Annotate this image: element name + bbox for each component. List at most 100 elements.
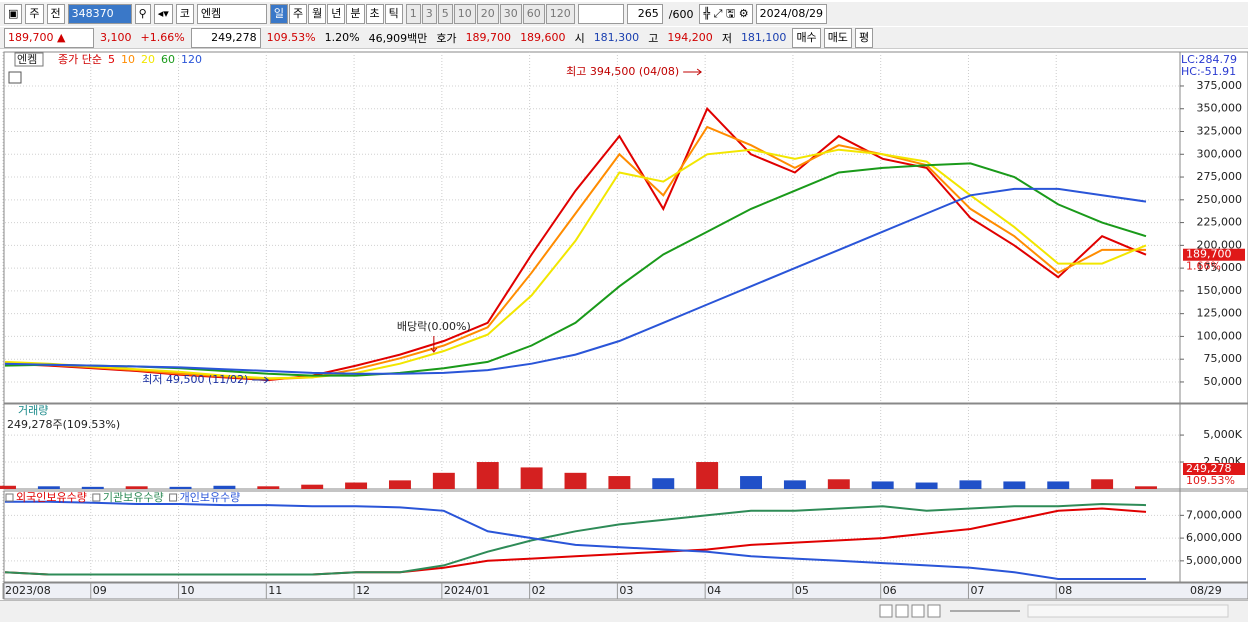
period-button[interactable]: 일 [269,4,289,24]
x-tick-label: 2023/08 [5,584,51,597]
y-tick-label: 225,000 [1197,216,1243,229]
volume-bar [608,476,631,489]
series-line [4,187,1147,375]
interval-button[interactable]: 10 [453,4,476,24]
x-tick-label: 07 [970,584,984,597]
volume-bar [827,479,850,489]
y-tick-label: 5,000K [1203,428,1242,441]
volume-bar [257,486,280,489]
interval-button[interactable]: 120 [545,4,575,24]
annotation-arrow [683,68,702,76]
series-line [4,125,1146,381]
avg-button[interactable]: 평 [854,27,874,48]
legend-entry: 외국인보유수량 [16,491,87,504]
period-button[interactable]: 월 [308,4,327,24]
buy-button[interactable]: 매수 [792,27,821,48]
menu-icon[interactable]: ▣ [4,4,23,24]
date-input[interactable]: 2024/08/29 [755,4,828,24]
y-tick-label: 50,000 [1204,375,1243,388]
scroll-button[interactable] [879,604,893,618]
period-button[interactable]: 년 [327,4,346,24]
high-label: 고 [648,31,659,45]
interval-button[interactable]: 3 [421,4,437,24]
scroll-button[interactable] [895,604,909,618]
x-tick-label: 06 [883,584,897,597]
tool-icons[interactable] [1027,604,1229,618]
chart-tools[interactable]: ╬ ⤢ 🖫 ⚙ [699,4,753,24]
legend-entry: 개인보유수량 [180,491,241,504]
y-tick-label: 325,000 [1197,125,1243,138]
x-tick-label: 04 [707,584,721,597]
x-axis-strip [3,582,1248,600]
period-button[interactable]: 초 [365,4,384,24]
volume-bar [388,480,411,489]
volume-bar [169,486,192,489]
ask: 189,700 [465,31,512,44]
annotation: 최고 394,500 (04/08) [566,65,679,78]
legend-box [92,493,101,502]
market-select[interactable]: 주 [25,4,44,24]
bottom-toolbar [0,600,1248,622]
interval-input[interactable] [577,4,624,24]
last-rate-label: 109.53% [1186,474,1235,487]
period-button[interactable]: 주 [289,4,308,24]
volume-bar [37,486,60,489]
y-tick-label: 250,000 [1197,193,1243,206]
count-max: /600 [668,7,694,21]
interval-button[interactable]: 20 [476,4,499,24]
volume-bar [1047,481,1070,489]
x-tick-label: 03 [619,584,633,597]
volume: 249,278 [190,27,261,48]
low: 181,100 [740,31,787,44]
prev-button[interactable]: 전 [46,4,65,24]
count-input[interactable]: 265 [626,4,663,24]
period-button[interactable]: 분 [346,4,365,24]
y-tick-label: 5,000,000 [1186,554,1242,567]
y-tick-label: 175,000 [1197,261,1243,274]
search-icon[interactable]: ⚲ [134,4,151,24]
interval-button[interactable]: 5 [437,4,453,24]
series-line [4,502,1147,576]
y-tick-label: 150,000 [1197,284,1243,297]
interval-button[interactable]: 60 [522,4,545,24]
y-tick-label: 200,000 [1197,238,1243,251]
volume-ratio: 109.53% [266,31,316,44]
scroll-button[interactable] [927,604,941,618]
legend-box [5,493,14,502]
y-tick-label: 100,000 [1197,329,1243,342]
x-tick-label: 08 [1058,584,1072,597]
legend-entry: 5 [108,53,115,66]
x-tick-label: 08/29 [1190,584,1222,597]
open-label: 시 [574,31,585,45]
panel-title: 거래량 [18,404,48,417]
volume-bar [213,485,236,489]
interval-button[interactable]: 30 [499,4,522,24]
legend-box [169,493,178,502]
volume-bar [652,478,675,489]
y-tick-label: 75,000 [1204,352,1243,365]
interval-button[interactable]: 1 [405,4,421,24]
sell-button[interactable]: 매도 [823,27,852,48]
code-input[interactable]: 348370 [67,4,132,24]
volume-bar [81,486,104,489]
legend-entry: 120 [181,53,202,66]
open: 181,300 [593,31,640,44]
sound-icon[interactable]: ◂▾ [153,4,173,24]
volume-bar [959,480,982,489]
legend-title: 종가 단순 [58,53,102,66]
legend-entry: 기관보유수량 [103,491,164,504]
bid: 189,600 [520,31,566,44]
period-button[interactable]: 틱 [384,4,403,24]
series-line [4,507,1147,576]
stock-label-box [14,52,44,67]
volume-bar [1135,486,1157,489]
y-tick-label: 7,000,000 [1186,508,1242,521]
x-tick-label: 2024/01 [444,584,490,597]
stop-button[interactable] [911,604,925,618]
annotation: 배당락(0.00%) [397,320,471,333]
x-tick-label: 11 [268,584,282,597]
stock-name[interactable]: 엔켐 [196,4,267,24]
volume-bar [871,481,894,489]
